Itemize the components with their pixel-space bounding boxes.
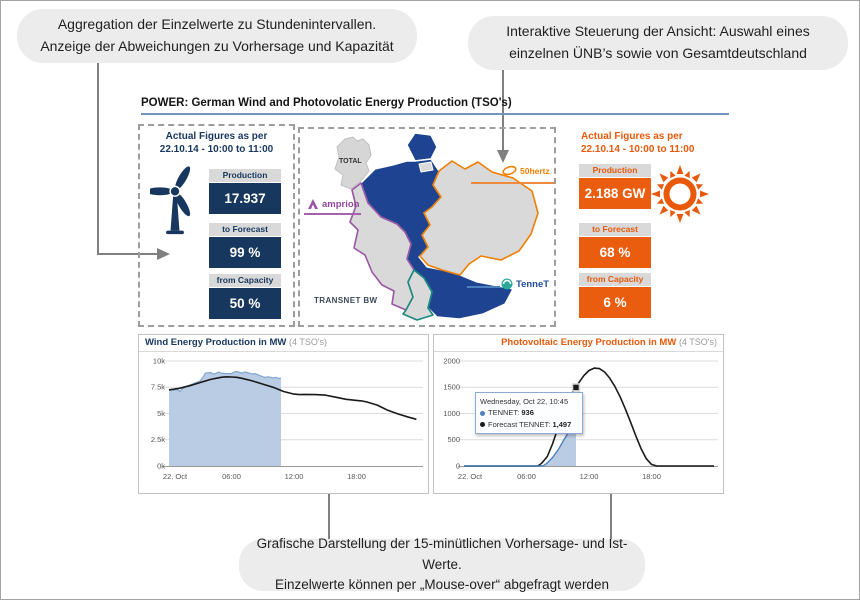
hertz-connector-line: [471, 182, 554, 184]
tooltip-value: 936: [521, 408, 534, 418]
x-tick: 18:00: [642, 472, 661, 481]
tennet-logo-icon: [501, 278, 513, 290]
wind-forecast-value: 99 %: [209, 237, 281, 268]
pv-forecast-value: 68 %: [579, 237, 651, 268]
pv-chart-subtitle: (4 TSO's): [678, 337, 717, 347]
chart-tooltip: Wednesday, Oct 22, 10:45 TENNET: 936 For…: [475, 392, 583, 434]
hertz-label-text: 50hertz: [520, 165, 550, 176]
arrowhead-down-icon: [497, 150, 509, 163]
annotation-bottom: Grafische Darstellung der 15-minütlichen…: [239, 536, 645, 592]
y-tick: 5k: [157, 409, 165, 418]
wind-production-label: Production: [209, 169, 281, 182]
map-region-transnetbw[interactable]: [402, 269, 434, 321]
hertz-logo-icon: [502, 165, 517, 176]
title-divider: [141, 113, 729, 115]
map-region-50hertz[interactable]: [419, 160, 539, 276]
pv-production-label: Production: [579, 164, 651, 177]
annotation-top-right: Interaktive Steuerung der Ansicht: Auswa…: [468, 16, 848, 70]
y-tick: 2000: [443, 357, 460, 366]
transnetbw-label-text: TRANSNET BW: [314, 296, 378, 305]
pv-figures-panel: Actual Figures as per 22.10.14 - 10:00 t…: [579, 129, 751, 329]
tooltip-row-actual: TENNET: 936: [480, 407, 578, 418]
annotation-text: einzelnen ÜNB’s sowie von Gesamtdeutschl…: [509, 45, 807, 61]
wind-turbine-icon: [150, 166, 191, 235]
x-tick: 18:00: [347, 472, 366, 481]
blue-bullet-icon: [480, 410, 485, 416]
tooltip-row-forecast: Forecast TENNET: 1,497: [480, 419, 578, 430]
pv-capacity-value: 6 %: [579, 287, 651, 318]
map-region-total[interactable]: TOTAL: [334, 136, 372, 190]
tooltip-value: 1,497: [552, 419, 572, 429]
tooltip-title: Wednesday, Oct 22, 10:45: [480, 397, 569, 406]
pv-chart-title-text: Photovoltaic Energy Production in MW: [501, 337, 677, 348]
x-tick: 06:00: [517, 472, 536, 481]
amprion-logo-icon: [308, 199, 318, 209]
y-tick: 0: [456, 462, 460, 471]
amprion-connector-line: [304, 213, 361, 215]
connector-line-bottom-right: [610, 462, 612, 539]
y-tick: 0k: [157, 462, 165, 471]
annotation-text: Anzeige der Abweichungen zu Vorhersage u…: [40, 38, 394, 54]
tooltip-label: TENNET:: [488, 408, 520, 418]
wind-production-value: 17.937: [209, 183, 281, 214]
page-title: POWER: German Wind and Photovolatic Ener…: [141, 97, 512, 109]
pv-capacity-label: from Capacity: [579, 273, 651, 286]
sun-icon: [651, 165, 709, 223]
x-tick: 06:00: [222, 472, 241, 481]
connector-line-bottom-left: [328, 462, 330, 539]
amprion-label-text: amprion: [322, 198, 360, 210]
y-tick: 1500: [443, 383, 460, 392]
wind-chart-subtitle: (4 TSO's): [289, 337, 328, 347]
annotation-text: Interaktive Steuerung der Ansicht: Auswa…: [506, 23, 810, 40]
connector-line-top-right: [502, 70, 504, 150]
wind-panel-date: 22.10.14 - 10:00 to 11:00: [159, 144, 274, 155]
wind-panel-header: Actual Figures as per: [165, 131, 268, 142]
tooltip-label: Forecast TENNET:: [488, 419, 551, 429]
tso-label-transnetbw[interactable]: TRANSNET BW: [314, 296, 378, 305]
wind-chart-plot[interactable]: 0k 2.5k 5k 7.5k 10k 22. Oct 06:00 12:00 …: [139, 352, 428, 493]
wind-figures-panel: Actual Figures as per 22.10.14 - 10:00 t…: [138, 124, 295, 327]
tennet-connector-line: [467, 286, 500, 288]
annotation-top-left: Aggregation der Einzelwerte zu Stundenin…: [17, 9, 417, 63]
total-label: TOTAL: [339, 158, 362, 165]
wind-chart-panel: Wind Energy Production in MW (4 TSO's) 0…: [138, 334, 429, 494]
x-tick: 12:00: [285, 472, 304, 481]
wind-capacity-label: from Capacity: [209, 274, 281, 287]
y-tick: 2.5k: [151, 435, 165, 444]
annotation-text: Aggregation der Einzelwerte zu Stundenin…: [57, 16, 377, 33]
germany-tso-map[interactable]: TOTAL: [301, 131, 553, 323]
map-region-amprion[interactable]: [349, 182, 415, 311]
x-tick: 22. Oct: [458, 472, 483, 481]
y-tick: 10k: [153, 357, 165, 366]
y-tick: 500: [447, 435, 460, 444]
pv-panel-header: Actual Figures as per: [581, 131, 683, 142]
tso-label-amprion[interactable]: amprion: [307, 198, 359, 210]
tennet-label-text: TenneT: [516, 278, 550, 290]
tso-label-50hertz[interactable]: 50hertz: [502, 165, 550, 176]
pv-production-value: 2.188 GW: [579, 178, 651, 209]
wind-forecast-label: to Forecast: [209, 223, 281, 236]
x-tick: 12:00: [580, 472, 599, 481]
pv-chart-plot[interactable]: 0 500 1000 1500 2000 22. Oct 06:00 12:00…: [434, 352, 723, 493]
arrowhead-right-icon: [157, 248, 170, 260]
annotation-text: Grafische Darstellung der 15-minütlichen…: [256, 535, 628, 572]
connector-line-left-horizontal: [97, 253, 157, 255]
pv-chart-title: Photovoltaic Energy Production in MW (4 …: [434, 335, 723, 352]
connector-line-left: [97, 63, 99, 254]
tso-map-panel: [298, 127, 556, 327]
wind-chart-title-text: Wind Energy Production in MW: [145, 337, 287, 348]
wind-chart-title: Wind Energy Production in MW (4 TSO's): [139, 335, 428, 352]
y-tick: 1000: [443, 409, 460, 418]
y-tick: 7.5k: [151, 383, 165, 392]
wind-capacity-value: 50 %: [209, 288, 281, 319]
annotation-text: Einzelwerte können per „Mouse-over“ abge…: [275, 577, 609, 593]
black-bullet-icon: [480, 422, 485, 428]
x-tick: 22. Oct: [163, 472, 188, 481]
pv-forecast-label: to Forecast: [579, 223, 651, 236]
pv-panel-date: 22.10.14 - 10:00 to 11:00: [581, 144, 695, 155]
tso-label-tennet[interactable]: TenneT: [501, 278, 549, 290]
